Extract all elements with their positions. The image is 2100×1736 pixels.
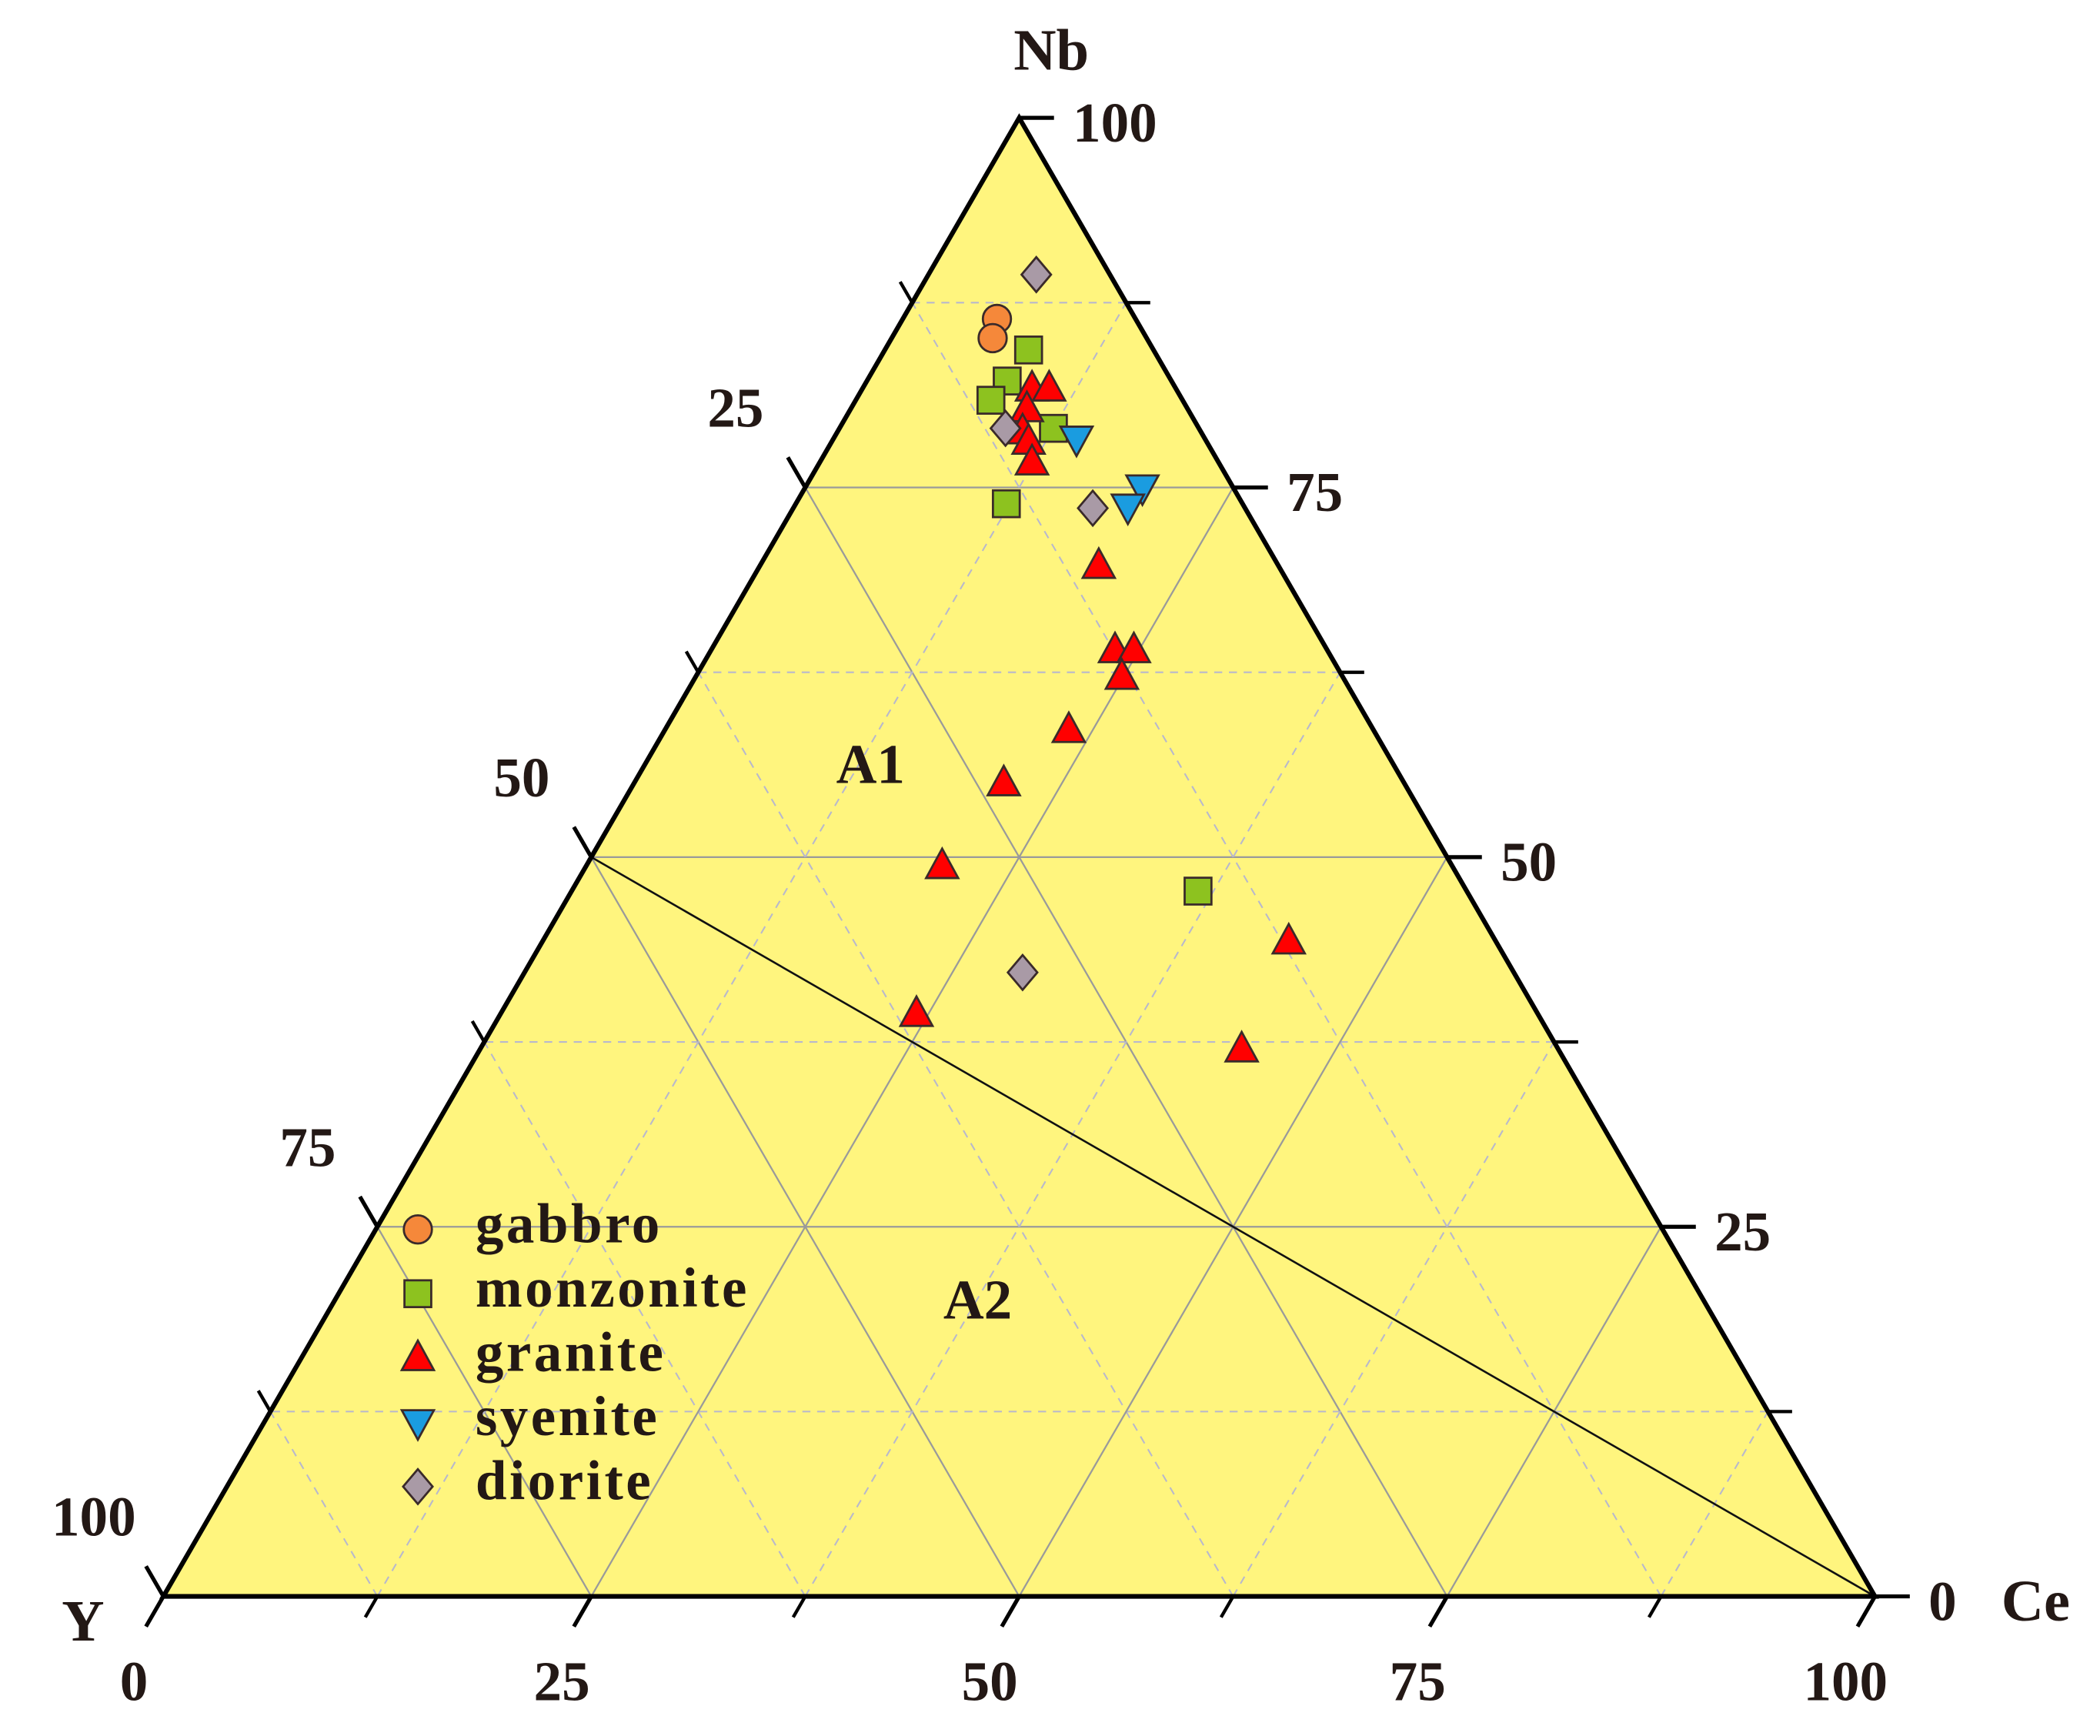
plot: 0 25 50 75 100 25 50 75 100 0 25 50 75 100 gabbromonzo…: [52, 18, 2070, 1713]
marker: [1020, 255, 1053, 294]
marker: [1184, 876, 1213, 906]
minor-grid-line: [269, 1410, 379, 1597]
tick-label: 50: [1501, 831, 1557, 893]
minor-tick-mark: [898, 281, 914, 304]
legend-marker: [399, 1338, 436, 1371]
tick-label: 75: [1390, 1651, 1446, 1713]
minor-tick-mark: [791, 1595, 807, 1618]
tick-label: 50: [962, 1651, 1018, 1713]
tick-mark: [572, 826, 593, 859]
marker: [993, 366, 1022, 396]
legend-marker: [403, 1279, 432, 1309]
marker: [1006, 953, 1039, 992]
minor-grid-line: [697, 672, 1234, 1597]
minor-tick-mark: [1647, 1595, 1663, 1618]
marker: [977, 322, 1008, 354]
legend-label: granite: [476, 1321, 666, 1384]
region-label: A2: [943, 1269, 1012, 1331]
tick-label: 50: [493, 746, 549, 809]
axis-name: Nb: [1013, 18, 1089, 83]
marker: [1103, 656, 1140, 690]
legend-label: monzonite: [476, 1257, 750, 1319]
legend-label: syenite: [476, 1385, 659, 1447]
tick-label: 100: [52, 1486, 136, 1548]
marker: [1080, 546, 1117, 579]
tick-mark: [1855, 1595, 1877, 1628]
tick-mark: [144, 1565, 165, 1597]
axis-name: Y: [62, 1588, 104, 1654]
marker: [976, 386, 1006, 415]
tick-label: 0: [1928, 1570, 1957, 1632]
tick-mark: [144, 1595, 165, 1628]
marker: [1110, 493, 1146, 527]
minor-grid-line: [1232, 1041, 1555, 1597]
axis-name: Ce: [2002, 1568, 2070, 1634]
legend-marker: [399, 1409, 436, 1442]
minor-tick-mark: [684, 650, 700, 673]
marker: [1224, 1030, 1260, 1063]
tick-mark: [1000, 1595, 1021, 1628]
tick-mark: [572, 1595, 593, 1628]
marker: [1013, 442, 1050, 476]
region-label: A1: [836, 733, 905, 796]
tick-mark: [786, 456, 807, 489]
marker: [1058, 426, 1095, 459]
legend-marker: [402, 1467, 434, 1506]
tick-mark: [358, 1195, 379, 1228]
minor-tick-mark: [470, 1020, 486, 1043]
ternary-outline: [159, 113, 1879, 1599]
tick-label: 25: [1714, 1200, 1771, 1263]
minor-tick-mark: [1219, 1595, 1235, 1618]
tick-label: 25: [534, 1651, 590, 1713]
tick-label: 75: [279, 1116, 336, 1178]
marker: [1077, 489, 1110, 528]
tick-mark: [1427, 1595, 1449, 1628]
tick-label: 75: [1287, 461, 1343, 523]
legend-label: diorite: [476, 1450, 653, 1512]
marker: [898, 993, 935, 1027]
marker: [1031, 369, 1067, 402]
marker: [991, 489, 1021, 519]
marker: [924, 846, 960, 880]
minor-tick-mark: [256, 1390, 272, 1413]
marker: [1013, 336, 1043, 365]
tick-label: 100: [1803, 1651, 1888, 1713]
minor-grid-line: [483, 1041, 806, 1597]
marker: [986, 763, 1022, 796]
legend-label: gabbro: [476, 1192, 663, 1254]
minor-tick-mark: [363, 1595, 379, 1618]
grid: 0 25 50 75 100 25 50 75 100 0 25 50 75 100: [52, 92, 1957, 1713]
tick-label: 100: [1073, 92, 1157, 154]
tick-label: 0: [120, 1651, 149, 1713]
marker: [1116, 630, 1152, 663]
marker: [1124, 474, 1160, 508]
legend-marker: [402, 1214, 433, 1245]
marker: [1270, 921, 1307, 955]
marker: [1039, 413, 1068, 443]
marker: [989, 409, 1022, 448]
boundary-line: [590, 856, 1876, 1597]
tick-label: 25: [707, 377, 763, 439]
marker: [1050, 710, 1087, 743]
